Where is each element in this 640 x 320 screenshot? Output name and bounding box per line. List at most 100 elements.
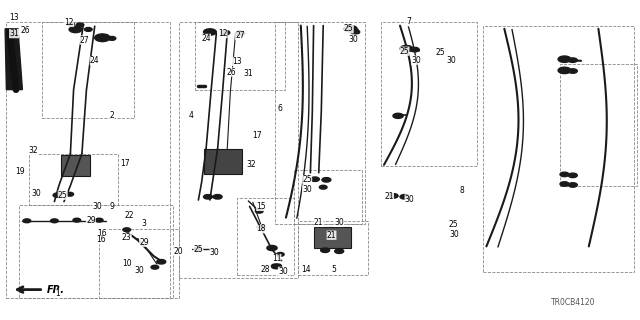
Circle shape xyxy=(560,182,569,186)
Text: 4: 4 xyxy=(188,111,193,120)
Circle shape xyxy=(157,260,166,264)
Circle shape xyxy=(400,45,413,52)
Text: 21: 21 xyxy=(385,192,394,201)
Text: 6: 6 xyxy=(278,104,283,113)
Text: 25: 25 xyxy=(344,24,354,33)
Text: 11: 11 xyxy=(272,254,281,263)
Text: 28: 28 xyxy=(261,265,270,274)
Text: 15: 15 xyxy=(256,202,266,211)
Text: 30: 30 xyxy=(334,218,344,227)
Text: 30: 30 xyxy=(134,266,145,275)
Text: 2: 2 xyxy=(109,111,115,120)
Text: 3: 3 xyxy=(141,220,147,228)
Text: 30: 30 xyxy=(446,56,456,65)
Bar xyxy=(294,170,362,224)
Circle shape xyxy=(568,183,577,187)
Circle shape xyxy=(558,67,571,74)
Circle shape xyxy=(351,30,360,34)
Text: 12: 12 xyxy=(65,18,74,27)
Circle shape xyxy=(95,218,103,222)
Bar xyxy=(99,229,179,298)
Text: FR.: FR. xyxy=(47,284,65,295)
Circle shape xyxy=(76,23,84,27)
Circle shape xyxy=(271,264,282,269)
Bar xyxy=(560,64,637,186)
Text: 24: 24 xyxy=(201,34,211,43)
Text: 27: 27 xyxy=(235,31,245,40)
Text: 29: 29 xyxy=(86,216,96,225)
Circle shape xyxy=(95,34,110,42)
Circle shape xyxy=(276,252,284,256)
Text: 13: 13 xyxy=(9,13,19,22)
Text: 16: 16 xyxy=(96,236,106,244)
Circle shape xyxy=(568,173,577,178)
Bar xyxy=(204,149,242,174)
Circle shape xyxy=(560,172,569,177)
Bar xyxy=(42,22,134,118)
Circle shape xyxy=(221,30,230,35)
Text: 21: 21 xyxy=(327,231,336,240)
Text: 31: 31 xyxy=(243,69,253,78)
Text: 31: 31 xyxy=(9,29,19,38)
Circle shape xyxy=(53,193,62,197)
Circle shape xyxy=(213,195,222,199)
Text: 17: 17 xyxy=(252,131,262,140)
Circle shape xyxy=(393,113,403,118)
Circle shape xyxy=(344,26,357,32)
Circle shape xyxy=(66,192,74,196)
Text: 30: 30 xyxy=(278,267,288,276)
Text: 30: 30 xyxy=(31,189,42,198)
Text: 27: 27 xyxy=(79,36,90,44)
Text: 25: 25 xyxy=(448,220,458,229)
Bar xyxy=(237,198,294,275)
Circle shape xyxy=(108,36,116,40)
Text: 25: 25 xyxy=(435,48,445,57)
Text: TR0CB4120: TR0CB4120 xyxy=(550,298,595,307)
Text: 26: 26 xyxy=(20,26,31,35)
Text: 30: 30 xyxy=(449,230,460,239)
Text: 20: 20 xyxy=(173,247,183,256)
Bar xyxy=(195,22,285,90)
Text: 17: 17 xyxy=(120,159,130,168)
Bar xyxy=(483,26,634,272)
Circle shape xyxy=(322,178,331,182)
Text: 12: 12 xyxy=(218,29,227,38)
Bar xyxy=(381,22,477,166)
Text: 9: 9 xyxy=(109,202,115,211)
Text: 1: 1 xyxy=(55,289,60,298)
Text: 30: 30 xyxy=(92,202,102,211)
Circle shape xyxy=(51,219,58,223)
Circle shape xyxy=(568,58,577,62)
Text: 30: 30 xyxy=(209,248,220,257)
Bar xyxy=(298,221,368,275)
Text: 18: 18 xyxy=(257,224,266,233)
Circle shape xyxy=(255,209,263,213)
Circle shape xyxy=(84,28,92,31)
Circle shape xyxy=(257,225,265,229)
Text: 23: 23 xyxy=(122,233,132,242)
Text: 30: 30 xyxy=(404,195,415,204)
Bar xyxy=(61,155,90,176)
Text: 30: 30 xyxy=(348,35,358,44)
Circle shape xyxy=(319,185,327,189)
Bar xyxy=(29,154,118,205)
Bar xyxy=(275,22,365,224)
Circle shape xyxy=(123,228,131,232)
Bar xyxy=(179,22,298,278)
Circle shape xyxy=(568,69,577,73)
Text: 14: 14 xyxy=(301,265,311,274)
Text: 25: 25 xyxy=(302,175,312,184)
Text: 32: 32 xyxy=(28,146,38,155)
Circle shape xyxy=(400,195,409,199)
Circle shape xyxy=(204,29,216,35)
Circle shape xyxy=(310,177,319,181)
Text: 32: 32 xyxy=(246,160,256,169)
Circle shape xyxy=(335,249,344,253)
Bar xyxy=(19,205,173,298)
Circle shape xyxy=(321,248,330,252)
Text: 19: 19 xyxy=(15,167,26,176)
Circle shape xyxy=(267,245,277,251)
Text: 22: 22 xyxy=(125,212,134,220)
Text: 7: 7 xyxy=(406,17,411,26)
Circle shape xyxy=(236,31,244,36)
